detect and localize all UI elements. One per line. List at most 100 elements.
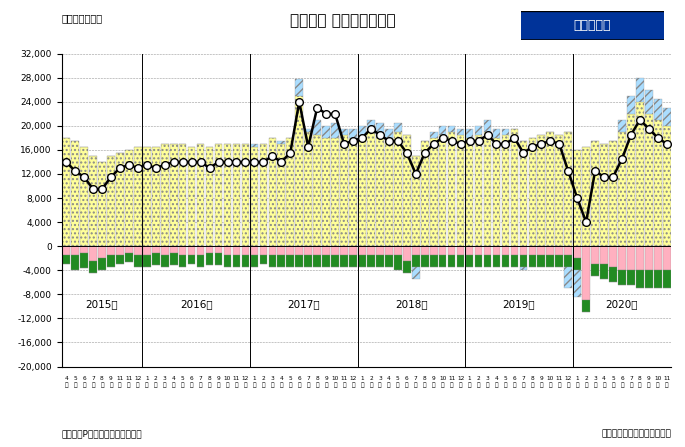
Bar <box>627 96 635 114</box>
Bar <box>439 126 447 135</box>
Bar <box>457 255 464 267</box>
Bar <box>269 246 276 255</box>
Bar <box>663 246 671 270</box>
Bar <box>430 255 438 267</box>
Bar <box>286 138 294 246</box>
Bar <box>214 144 223 246</box>
Bar <box>403 135 410 246</box>
Bar <box>269 255 276 267</box>
Bar <box>547 132 554 246</box>
Text: 2016年: 2016年 <box>180 299 212 309</box>
Bar <box>627 114 635 246</box>
Bar <box>260 246 267 255</box>
Bar <box>475 126 482 135</box>
Bar <box>564 132 572 246</box>
Bar <box>313 120 321 135</box>
Bar <box>286 255 294 267</box>
Bar <box>251 246 258 255</box>
Bar <box>134 147 142 246</box>
Bar <box>304 129 312 132</box>
Bar <box>107 246 115 255</box>
Bar <box>340 129 348 135</box>
Bar <box>564 255 572 267</box>
Bar <box>493 129 500 138</box>
Bar <box>627 270 635 285</box>
Bar <box>636 246 644 270</box>
Bar <box>493 246 500 255</box>
Bar <box>179 144 186 246</box>
Bar <box>332 123 339 138</box>
Bar <box>242 144 249 246</box>
Bar <box>62 138 70 246</box>
Bar <box>636 270 644 288</box>
Bar <box>421 246 429 255</box>
Bar <box>609 267 616 283</box>
Bar <box>600 144 608 246</box>
Bar <box>71 141 79 246</box>
Bar <box>457 246 464 255</box>
Bar <box>323 255 330 267</box>
Bar <box>654 99 662 120</box>
Bar <box>161 246 169 255</box>
Bar <box>591 141 599 246</box>
Bar <box>439 255 447 267</box>
Bar <box>251 255 258 267</box>
Bar <box>152 253 160 266</box>
Bar <box>295 246 303 255</box>
Bar <box>143 147 151 246</box>
Bar <box>403 246 410 261</box>
Bar <box>224 144 232 246</box>
Bar <box>385 246 393 255</box>
Bar <box>242 255 249 267</box>
Bar <box>80 147 88 246</box>
Bar <box>260 144 267 246</box>
Bar <box>98 162 105 246</box>
Bar <box>645 114 653 246</box>
Bar <box>332 255 339 267</box>
Bar <box>385 255 393 267</box>
Bar <box>412 246 420 255</box>
Bar <box>573 258 581 270</box>
Bar <box>412 255 420 267</box>
Bar <box>510 255 519 267</box>
Bar <box>340 246 348 255</box>
Bar <box>376 255 384 267</box>
Bar <box>251 144 258 147</box>
Bar <box>170 246 177 253</box>
Bar <box>573 270 581 297</box>
Bar <box>618 246 626 270</box>
Text: 2019年: 2019年 <box>503 299 535 309</box>
Bar <box>71 255 79 270</box>
Bar <box>143 246 151 255</box>
Bar <box>62 246 70 255</box>
Bar <box>591 264 599 276</box>
Bar <box>125 246 133 253</box>
Bar <box>286 246 294 255</box>
Bar <box>519 141 527 246</box>
Bar <box>161 144 169 246</box>
Bar <box>529 255 536 267</box>
Bar <box>466 138 473 246</box>
Text: （備考）Pは速報値をあらわす。: （備考）Pは速報値をあらわす。 <box>62 429 142 438</box>
Bar <box>376 135 384 246</box>
Bar <box>654 270 662 288</box>
Bar <box>295 96 303 246</box>
Bar <box>421 255 429 267</box>
Bar <box>412 156 420 246</box>
Bar <box>457 135 464 246</box>
Bar <box>340 135 348 246</box>
Bar <box>538 135 545 246</box>
Bar <box>358 255 366 267</box>
Bar <box>170 144 177 246</box>
Bar <box>475 135 482 246</box>
Bar <box>323 138 330 246</box>
Bar <box>501 246 509 255</box>
Bar <box>304 255 312 267</box>
Bar <box>367 255 375 267</box>
Bar <box>547 255 554 267</box>
Bar <box>493 138 500 246</box>
Bar <box>277 144 285 246</box>
Bar <box>179 255 186 267</box>
Bar <box>556 255 563 267</box>
Bar <box>582 147 590 246</box>
